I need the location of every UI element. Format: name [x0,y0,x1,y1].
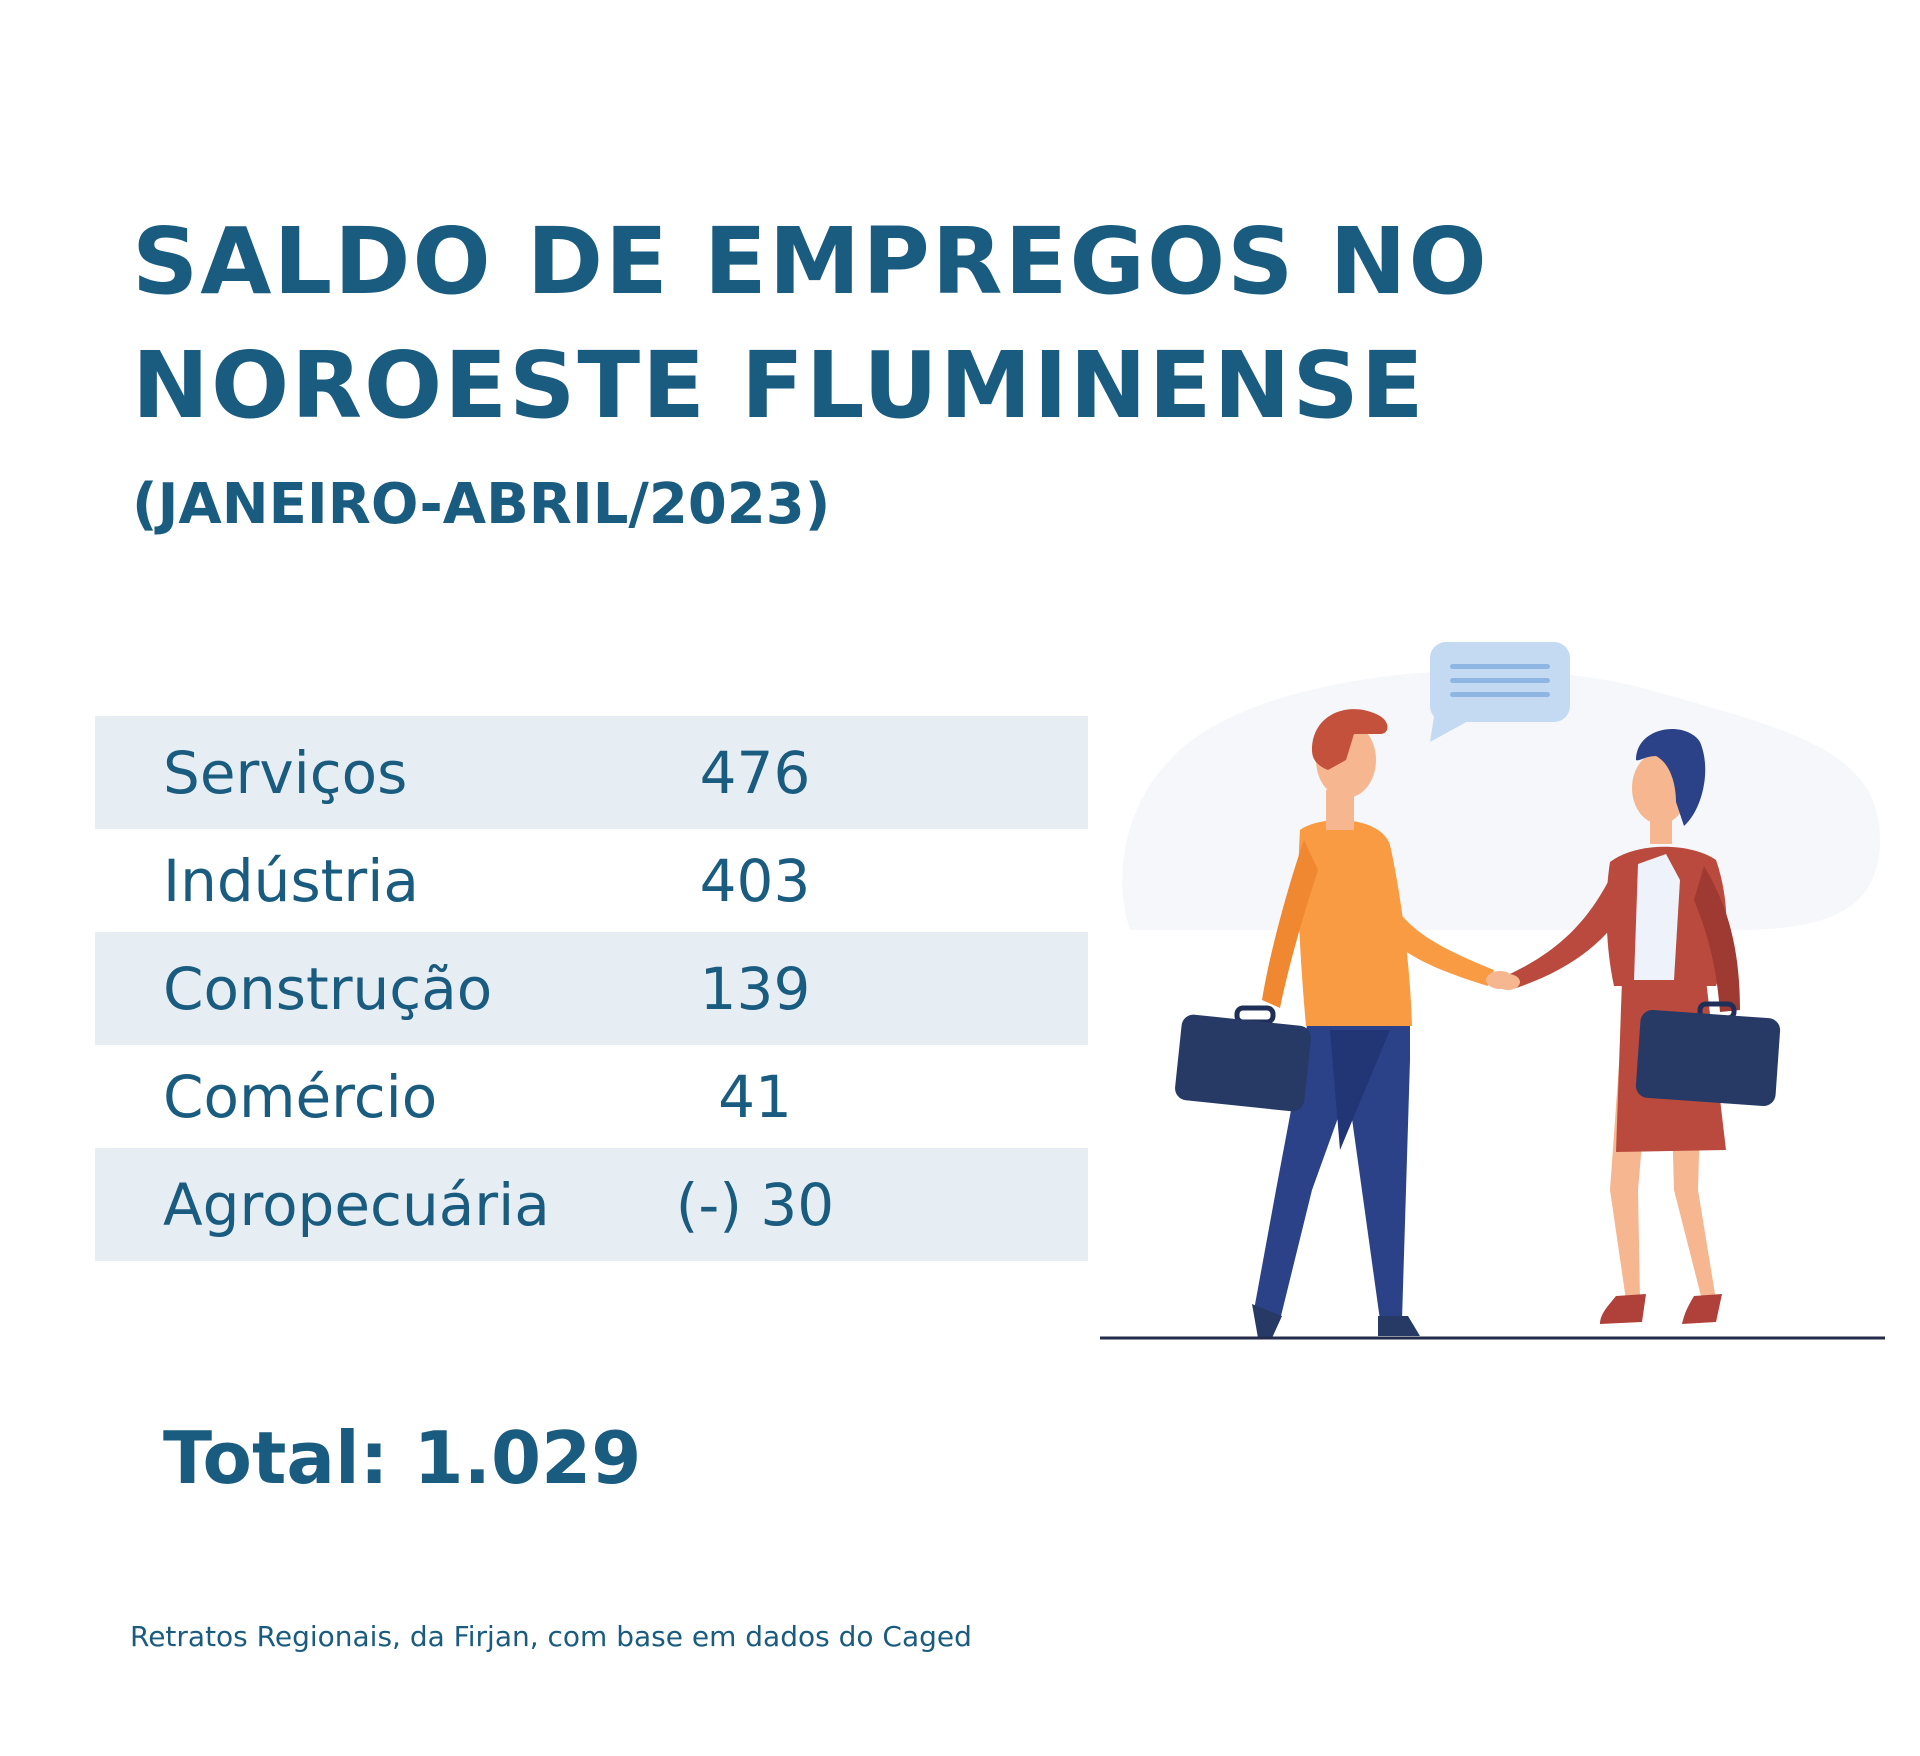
employment-table: Serviços 476 Indústria 403 Construção 13… [95,716,1088,1261]
row-label: Indústria [163,846,419,915]
woman-figure [1496,729,1781,1324]
source-note: Retratos Regionais, da Firjan, com base … [130,1620,972,1653]
total-value: Total: 1.029 [163,1416,642,1500]
table-row: Serviços 476 [95,716,1088,829]
man-figure [1175,709,1514,1338]
title-line-2: NOROESTE FLUMINENSE [132,332,1426,439]
page-title: SALDO DE EMPREGOS NO NOROESTE FLUMINENSE [132,200,1489,448]
page-subtitle: (JANEIRO-ABRIL/2023) [132,472,831,537]
row-value: 403 [699,846,811,915]
row-value: 41 [718,1062,792,1131]
row-label: Construção [163,954,493,1023]
briefcase-icon [1635,1001,1781,1106]
briefcase-icon [1175,1005,1311,1112]
row-value: 139 [699,954,811,1023]
table-row: Comércio 41 [95,1045,1088,1148]
row-label: Comércio [163,1062,438,1131]
row-value: (-) 30 [675,1170,835,1239]
table-row: Construção 139 [95,932,1088,1045]
row-label: Agropecuária [163,1170,550,1239]
row-label: Serviços [163,738,408,807]
title-line-1: SALDO DE EMPREGOS NO [132,208,1489,315]
table-row: Agropecuária (-) 30 [95,1148,1088,1261]
row-value: 476 [699,738,811,807]
handshake-illustration [1100,642,1885,1340]
table-row: Indústria 403 [95,829,1088,932]
speech-bubble-icon [1430,642,1570,742]
